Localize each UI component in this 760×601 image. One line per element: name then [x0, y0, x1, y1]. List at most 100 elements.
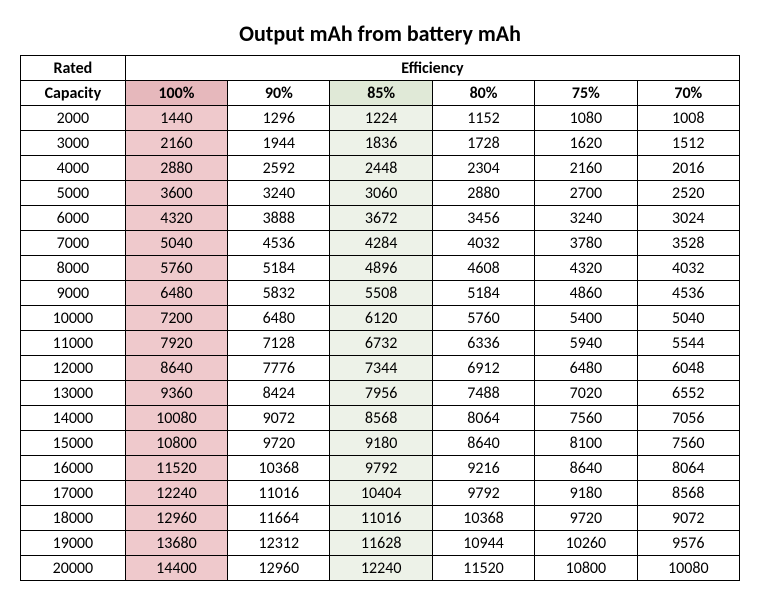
value-cell: 10800 — [125, 431, 227, 456]
value-cell: 11664 — [228, 506, 330, 531]
value-cell: 9072 — [228, 406, 330, 431]
capacity-header: Capacity — [21, 81, 126, 106]
capacity-cell: 4000 — [21, 156, 126, 181]
value-cell: 6480 — [535, 356, 637, 381]
value-cell: 3024 — [637, 206, 739, 231]
table-row: 11000792071286732633659405544 — [21, 331, 740, 356]
efficiency-header: Efficiency — [125, 56, 739, 81]
value-cell: 4536 — [637, 281, 739, 306]
capacity-cell: 14000 — [21, 406, 126, 431]
capacity-cell: 6000 — [21, 206, 126, 231]
value-cell: 3672 — [330, 206, 432, 231]
capacity-cell: 2000 — [21, 106, 126, 131]
table-row: 3000216019441836172816201512 — [21, 131, 740, 156]
efficiency-col-header: 80% — [432, 81, 534, 106]
value-cell: 5040 — [637, 306, 739, 331]
table-row: 10000720064806120576054005040 — [21, 306, 740, 331]
capacity-cell: 18000 — [21, 506, 126, 531]
header-row-2: Capacity 100%90%85%80%75%70% — [21, 81, 740, 106]
value-cell: 10260 — [535, 531, 637, 556]
efficiency-table: Rated Efficiency Capacity 100%90%85%80%7… — [20, 55, 740, 581]
value-cell: 11016 — [228, 481, 330, 506]
value-cell: 10080 — [637, 556, 739, 581]
value-cell: 4284 — [330, 231, 432, 256]
value-cell: 7956 — [330, 381, 432, 406]
value-cell: 5940 — [535, 331, 637, 356]
value-cell: 7920 — [125, 331, 227, 356]
table-row: 6000432038883672345632403024 — [21, 206, 740, 231]
value-cell: 1512 — [637, 131, 739, 156]
value-cell: 9180 — [535, 481, 637, 506]
table-row: 180001296011664110161036897209072 — [21, 506, 740, 531]
value-cell: 3600 — [125, 181, 227, 206]
value-cell: 2016 — [637, 156, 739, 181]
capacity-cell: 13000 — [21, 381, 126, 406]
value-cell: 9720 — [228, 431, 330, 456]
efficiency-col-header: 85% — [330, 81, 432, 106]
value-cell: 9792 — [432, 481, 534, 506]
value-cell: 2592 — [228, 156, 330, 181]
capacity-cell: 12000 — [21, 356, 126, 381]
value-cell: 8640 — [535, 456, 637, 481]
value-cell: 1080 — [535, 106, 637, 131]
value-cell: 2304 — [432, 156, 534, 181]
value-cell: 10800 — [535, 556, 637, 581]
table-row: 140001008090728568806475607056 — [21, 406, 740, 431]
value-cell: 2700 — [535, 181, 637, 206]
value-cell: 4320 — [535, 256, 637, 281]
value-cell: 8424 — [228, 381, 330, 406]
value-cell: 9360 — [125, 381, 227, 406]
value-cell: 1008 — [637, 106, 739, 131]
value-cell: 3456 — [432, 206, 534, 231]
value-cell: 1620 — [535, 131, 637, 156]
value-cell: 2160 — [535, 156, 637, 181]
efficiency-col-header: 75% — [535, 81, 637, 106]
capacity-cell: 7000 — [21, 231, 126, 256]
value-cell: 1944 — [228, 131, 330, 156]
value-cell: 3060 — [330, 181, 432, 206]
value-cell: 4032 — [637, 256, 739, 281]
value-cell: 9216 — [432, 456, 534, 481]
value-cell: 10368 — [228, 456, 330, 481]
capacity-cell: 5000 — [21, 181, 126, 206]
value-cell: 8640 — [125, 356, 227, 381]
value-cell: 8568 — [637, 481, 739, 506]
value-cell: 11520 — [125, 456, 227, 481]
efficiency-col-header: 70% — [637, 81, 739, 106]
value-cell: 12240 — [125, 481, 227, 506]
value-cell: 7128 — [228, 331, 330, 356]
table-row: 7000504045364284403237803528 — [21, 231, 740, 256]
value-cell: 10080 — [125, 406, 227, 431]
value-cell: 8064 — [637, 456, 739, 481]
value-cell: 7560 — [637, 431, 739, 456]
capacity-cell: 20000 — [21, 556, 126, 581]
capacity-cell: 8000 — [21, 256, 126, 281]
value-cell: 7056 — [637, 406, 739, 431]
value-cell: 2520 — [637, 181, 739, 206]
value-cell: 5184 — [432, 281, 534, 306]
value-cell: 7776 — [228, 356, 330, 381]
value-cell: 2880 — [432, 181, 534, 206]
value-cell: 2160 — [125, 131, 227, 156]
value-cell: 4536 — [228, 231, 330, 256]
value-cell: 10944 — [432, 531, 534, 556]
value-cell: 10368 — [432, 506, 534, 531]
value-cell: 5760 — [432, 306, 534, 331]
value-cell: 11520 — [432, 556, 534, 581]
value-cell: 4860 — [535, 281, 637, 306]
value-cell: 9072 — [637, 506, 739, 531]
value-cell: 6912 — [432, 356, 534, 381]
value-cell: 12960 — [228, 556, 330, 581]
value-cell: 7560 — [535, 406, 637, 431]
value-cell: 5832 — [228, 281, 330, 306]
value-cell: 7344 — [330, 356, 432, 381]
capacity-cell: 16000 — [21, 456, 126, 481]
table-row: 150001080097209180864081007560 — [21, 431, 740, 456]
value-cell: 4032 — [432, 231, 534, 256]
value-cell: 7200 — [125, 306, 227, 331]
value-cell: 1152 — [432, 106, 534, 131]
value-cell: 6048 — [637, 356, 739, 381]
table-row: 4000288025922448230421602016 — [21, 156, 740, 181]
value-cell: 10404 — [330, 481, 432, 506]
value-cell: 1836 — [330, 131, 432, 156]
